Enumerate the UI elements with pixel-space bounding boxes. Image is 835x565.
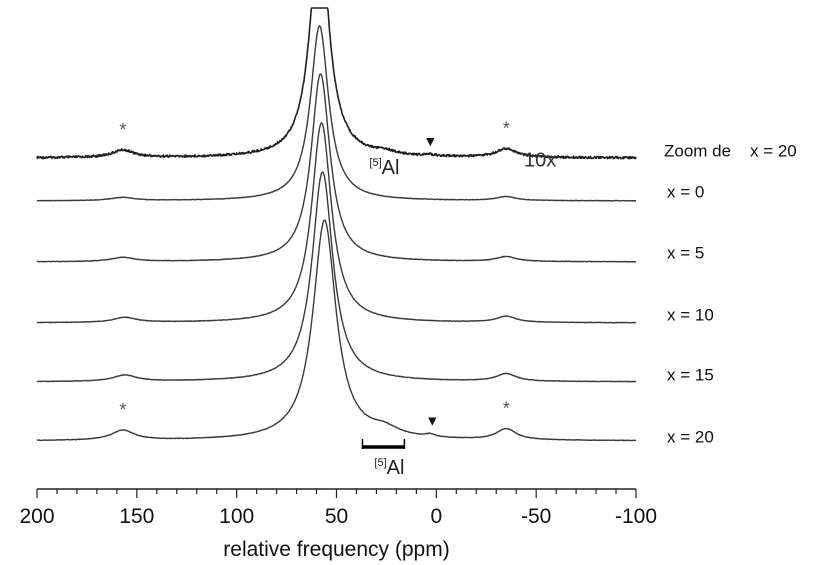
- annotation-3-al5-label: [5]Al: [369, 157, 399, 179]
- spectrum-trace-2: [36, 73, 637, 263]
- spectrum-trace-0: [36, 7, 637, 160]
- x-axis-title: relative frequency (ppm): [223, 538, 449, 561]
- x-tick-label: 200: [19, 505, 54, 528]
- x-tick-label: 50: [325, 505, 348, 528]
- series-label-2: x = 5: [667, 243, 704, 262]
- series-label-1: x = 0: [667, 182, 704, 201]
- annotation-1-asterisk: *: [503, 118, 510, 138]
- annotation-7-triangle-marker: ▼: [425, 413, 439, 429]
- spectra-group: [36, 7, 637, 442]
- x-axis-ticks: [36, 489, 637, 498]
- series-label-5: x = 20: [667, 427, 714, 446]
- series-label-0: Zoom de x = 20: [664, 141, 797, 160]
- x-tick-label: -50: [521, 505, 551, 528]
- spectrum-trace-4: [36, 171, 637, 383]
- x-tick-label: 0: [430, 505, 442, 528]
- x-tick-label: 150: [119, 505, 154, 528]
- annotation-8-al5-label: [5]Al: [374, 457, 404, 479]
- series-label-4: x = 15: [667, 365, 714, 384]
- series-label-3: x = 10: [667, 305, 714, 324]
- annotations-group: * * ▼ [5]Al 10x * * ▼ [5]Al: [119, 118, 556, 479]
- x-tick-label: -100: [615, 505, 657, 528]
- series-labels-group: Zoom de x = 20 x = 0 x = 5 x = 10 x = 15 x = …: [664, 141, 797, 446]
- annotation-4-magnification-label: 10x: [524, 149, 556, 171]
- spectrum-trace-3: [36, 122, 637, 324]
- x-axis: 200 150 100 50 0 -50 -100 relative frequency (…: [19, 488, 657, 561]
- annotation-6-asterisk: *: [503, 399, 510, 419]
- annotation-2-triangle-marker: ▼: [423, 133, 437, 149]
- x-axis-tick-labels: 200 150 100 50 0 -50 -100: [19, 505, 657, 528]
- annotation-0-asterisk: *: [119, 120, 126, 140]
- annotation-5-asterisk: *: [119, 400, 126, 420]
- x-tick-label: 100: [219, 505, 254, 528]
- spectrum-trace-1: [36, 25, 637, 202]
- spectrum-trace-5: [36, 219, 637, 442]
